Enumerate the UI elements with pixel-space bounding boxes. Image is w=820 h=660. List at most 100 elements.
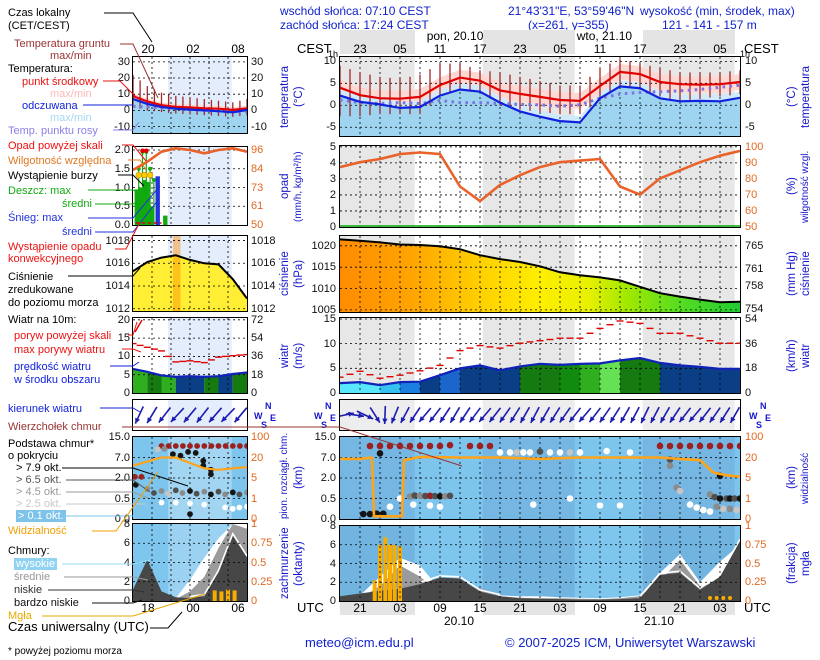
tick-left: 0.5 <box>320 492 336 505</box>
tick-right: 100 <box>251 431 270 443</box>
legend-item: (CET/CEST) <box>8 20 70 32</box>
tick-right: 5 <box>251 472 258 484</box>
tick-right: 0.5 <box>745 557 761 570</box>
night-band-top <box>642 30 735 54</box>
axis-title-zachmurzenie: zachmurzenie <box>279 527 291 600</box>
mini-bottom-hour: 06 <box>231 601 245 615</box>
altitude-value: 121 - 141 - 157 m <box>662 18 757 32</box>
tick-left: 10 <box>323 337 336 350</box>
contact-email[interactable]: meteo@icm.edu.pl <box>305 635 414 650</box>
tick-right: 1018 <box>251 234 276 247</box>
tick-right: 1 <box>251 492 258 505</box>
tick-right: 72 <box>251 313 264 326</box>
legend-item: > 6.5 okt. <box>16 474 62 486</box>
legend-item: Wystąpienie burzy <box>8 170 98 182</box>
day-label: wto, 21.10 <box>576 29 633 43</box>
legend-item: średnie <box>14 571 51 583</box>
tick-left: 2 <box>329 188 336 201</box>
tick-right: 0 <box>745 387 752 399</box>
tick-right: 36 <box>251 350 264 363</box>
date-label: 21.10 <box>644 614 675 628</box>
tick-right: 50 <box>745 221 758 233</box>
tick-right: 90 <box>745 156 758 169</box>
legend-item: odczuwana <box>22 100 78 112</box>
axis-title-cisnienie-r: ciśnienie <box>800 251 812 297</box>
compass-e: E <box>765 413 772 423</box>
tick-right: 10 <box>251 88 264 101</box>
date-label: 20.10 <box>444 614 475 628</box>
tick-right: 761 <box>745 262 764 275</box>
pressure-panel <box>338 234 741 313</box>
legend-item: średni <box>62 226 92 238</box>
axis-title-vis-unit: (km) <box>786 466 798 490</box>
compass-s: S <box>321 420 328 430</box>
temperature-panel <box>338 55 741 137</box>
tick-right: -5 <box>745 121 755 134</box>
tick-left: 10 <box>117 88 130 101</box>
tick-left: 0 <box>123 104 130 117</box>
utc-hour: 21 <box>673 601 687 615</box>
mini-wind-direction-panel <box>131 398 248 431</box>
tick-right: 50 <box>251 219 264 231</box>
tick-left: 1010 <box>311 282 336 295</box>
legend-item: Temp. punktu rosy <box>8 125 98 137</box>
mini-top-hour: 02 <box>186 42 200 56</box>
tick-right: 0.25 <box>251 575 273 588</box>
tick-right: 54 <box>745 313 758 325</box>
compass-w: W <box>254 411 263 421</box>
night-band-bottom <box>642 600 735 615</box>
cest-hour: 05 <box>393 42 407 56</box>
utc-hour: 03 <box>553 601 567 615</box>
night-band-top <box>340 30 415 54</box>
legend-item: punkt środkowy <box>22 76 99 88</box>
legend-item: Podstawa chmur* <box>8 438 95 450</box>
utc-hour: 09 <box>433 601 447 615</box>
grid-xy: (x=261, y=355) <box>528 18 609 32</box>
legend-item: o pokryciu <box>8 450 59 462</box>
tick-right: 0 <box>745 513 752 525</box>
tick-right: 0.25 <box>745 576 767 589</box>
cest-label-left: CEST <box>297 41 332 56</box>
tick-left: 3 <box>329 172 336 185</box>
tick-left: 15 <box>323 313 336 325</box>
copyright: © 2007-2025 ICM, Uniwersytet Warszawski <box>505 635 756 650</box>
tick-right: 80 <box>745 172 758 185</box>
tick-left: 0 <box>123 387 130 399</box>
coordinates: 21°43'31"E, 53°59'46"N <box>508 4 635 18</box>
tick-left: 0 <box>329 595 336 607</box>
axis-title-chmury: pion. rozciągł. chm. <box>279 432 290 519</box>
legend-item: Wilgotność względna <box>8 155 112 167</box>
tick-right: 10 <box>745 55 758 68</box>
legend-item: Ciśnienie <box>8 271 54 283</box>
tick-right: 1 <box>745 492 752 505</box>
tick-left: 1.5 <box>114 162 130 175</box>
tick-left: 6 <box>329 538 336 551</box>
axis-title-rh: wilgotność wzgl. <box>800 150 811 223</box>
mini-cloud-cover-panel <box>131 522 248 602</box>
axis-title-rh-unit: (%) <box>786 177 798 196</box>
legend-item: w środku obszaru <box>14 374 101 386</box>
tick-right: 1012 <box>251 302 276 315</box>
tick-right: 0.75 <box>745 538 767 551</box>
legend-item: Czas lokalny <box>8 7 71 19</box>
tick-left: 1005 <box>311 303 336 316</box>
tick-right: 0 <box>251 513 258 525</box>
tick-left: 2.0 <box>114 472 130 484</box>
tick-right: 0.75 <box>251 537 273 550</box>
legend-item: Mgła <box>8 610 32 622</box>
tick-left: 1020 <box>311 239 336 252</box>
tick-right: 18 <box>745 362 758 375</box>
tick-left: 8 <box>329 520 336 532</box>
mini-wind-panel <box>131 316 248 394</box>
cest-label-right: CEST <box>744 41 779 56</box>
tick-left: 1014 <box>105 280 130 292</box>
tick-left: -10 <box>114 120 130 133</box>
tick-left: 4 <box>329 557 336 570</box>
axis-title-temperature: temperatura <box>279 65 291 128</box>
tick-left: 2 <box>123 575 130 588</box>
tick-left: 1 <box>329 205 336 217</box>
legend-item: Wiatr na 10m: <box>8 314 77 326</box>
compass-w: W <box>749 411 758 421</box>
mini-temperature-panel <box>131 55 248 134</box>
compass-e: E <box>330 413 337 423</box>
